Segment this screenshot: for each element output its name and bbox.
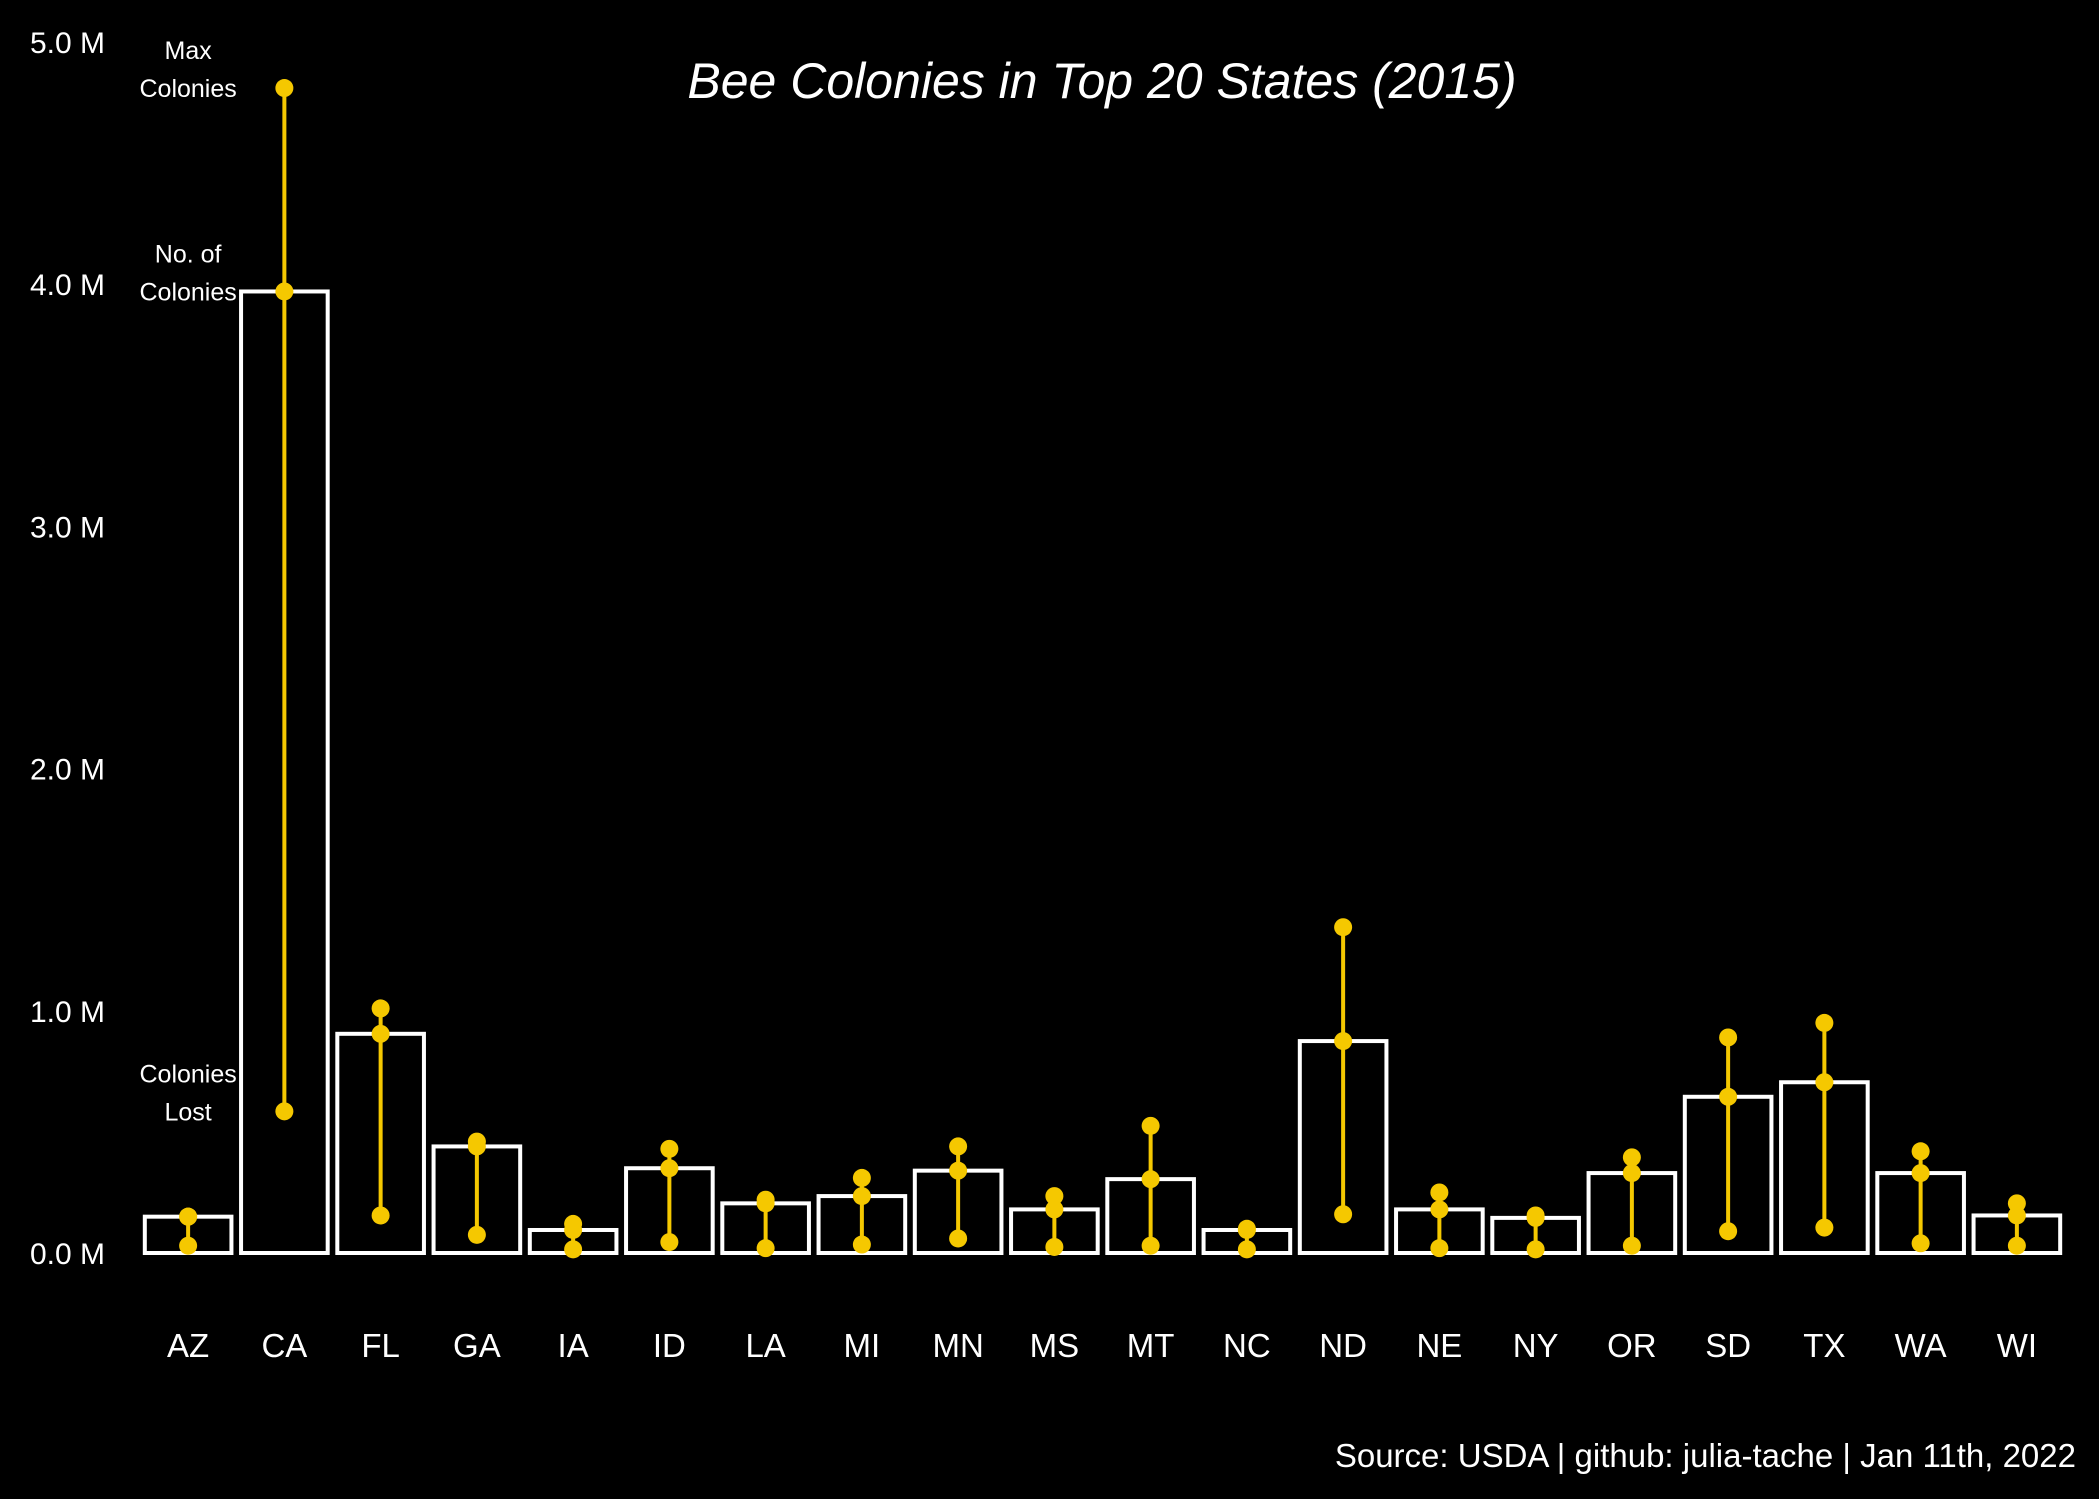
chart-caption: Source: USDA | github: julia-tache | Jan…	[1335, 1437, 2076, 1474]
x-tick-label: ID	[653, 1327, 686, 1364]
point-max-nd	[1334, 918, 1353, 937]
point-max-ne	[1430, 1183, 1449, 1202]
point-lost-ne	[1430, 1239, 1449, 1258]
annotation-label: Max	[165, 37, 213, 65]
y-tick-label: 3.0 M	[30, 511, 105, 544]
point-colonies-tx	[1815, 1073, 1834, 1092]
point-lost-nd	[1334, 1205, 1353, 1224]
x-tick-label: ND	[1319, 1327, 1367, 1364]
point-lost-wi	[2007, 1236, 2026, 1255]
point-colonies-mt	[1141, 1170, 1160, 1189]
points-layer	[179, 79, 2026, 1259]
x-tick-label: TX	[1803, 1327, 1845, 1364]
y-tick-label: 2.0 M	[30, 754, 105, 787]
point-colonies-mn	[949, 1161, 968, 1180]
point-colonies-ms	[1045, 1200, 1064, 1219]
x-tick-label: MT	[1127, 1327, 1175, 1364]
point-colonies-nc	[1237, 1220, 1256, 1239]
point-lost-ms	[1045, 1237, 1064, 1256]
point-max-ca	[275, 79, 294, 98]
point-max-ms	[1045, 1187, 1064, 1206]
point-lost-az	[179, 1236, 198, 1255]
annotation-label: Colonies	[139, 1060, 236, 1088]
point-max-mt	[1141, 1116, 1160, 1135]
point-max-mi	[852, 1168, 871, 1187]
point-lost-tx	[1815, 1218, 1834, 1237]
x-tick-label: LA	[745, 1327, 785, 1364]
point-max-fl	[371, 999, 390, 1018]
point-lost-sd	[1719, 1222, 1738, 1241]
annotation-label: No. of	[155, 240, 222, 268]
x-tick-label: GA	[453, 1327, 501, 1364]
x-axis: AZ CA FL GA IA ID LA MI MN MS MT NC ND NE NY OR SD TX WA WI	[167, 1327, 2037, 1364]
point-colonies-ne	[1430, 1200, 1449, 1219]
chart-title: Bee Colonies in Top 20 States (2015)	[687, 53, 1516, 109]
y-tick-label: 5.0 M	[30, 27, 105, 60]
point-colonies-ny	[1526, 1208, 1545, 1227]
annotation-label: Lost	[164, 1098, 211, 1126]
x-tick-label: NE	[1416, 1327, 1462, 1364]
point-colonies-ia	[564, 1220, 583, 1239]
point-lost-wa	[1911, 1234, 1930, 1253]
x-tick-label: MS	[1030, 1327, 1080, 1364]
y-tick-label: 4.0 M	[30, 269, 105, 302]
x-tick-label: WA	[1895, 1327, 1947, 1364]
point-colonies-sd	[1719, 1087, 1738, 1106]
x-tick-label: CA	[261, 1327, 307, 1364]
point-max-id	[660, 1139, 679, 1158]
point-lost-ca	[275, 1102, 294, 1121]
point-colonies-fl	[371, 1024, 390, 1043]
point-colonies-la	[756, 1194, 775, 1213]
point-max-sd	[1719, 1028, 1738, 1047]
point-lost-mn	[949, 1229, 968, 1248]
point-max-mn	[949, 1137, 968, 1156]
point-colonies-ca	[275, 282, 294, 301]
y-tick-label: 0.0 M	[30, 1238, 105, 1271]
point-colonies-mi	[852, 1187, 871, 1206]
point-lost-ia	[564, 1240, 583, 1259]
point-lost-mi	[852, 1235, 871, 1254]
annotation-label: Colonies	[139, 278, 236, 306]
x-tick-label: MI	[844, 1327, 881, 1364]
x-tick-label: AZ	[167, 1327, 209, 1364]
y-axis: 0.0 M 1.0 M 2.0 M 3.0 M 4.0 M 5.0 M	[30, 27, 105, 1271]
point-lost-nc	[1237, 1240, 1256, 1259]
point-max-or	[1622, 1148, 1641, 1167]
point-colonies-az	[179, 1207, 198, 1226]
point-colonies-or	[1622, 1164, 1641, 1183]
point-colonies-id	[660, 1159, 679, 1178]
point-colonies-nd	[1334, 1032, 1353, 1051]
x-tick-label: SD	[1705, 1327, 1751, 1364]
point-lost-fl	[371, 1206, 390, 1225]
point-lost-id	[660, 1233, 679, 1252]
y-tick-label: 1.0 M	[30, 996, 105, 1029]
annotations-layer: Max Colonies No. of Colonies Colonies Lost	[139, 37, 236, 1126]
point-lost-ga	[467, 1225, 486, 1244]
x-tick-label: FL	[361, 1327, 400, 1364]
x-tick-label: MN	[932, 1327, 983, 1364]
point-lost-or	[1622, 1236, 1641, 1255]
x-tick-label: WI	[1997, 1327, 2037, 1364]
point-colonies-wa	[1911, 1164, 1930, 1183]
point-lost-la	[756, 1239, 775, 1258]
annotation-label: Colonies	[139, 75, 236, 103]
x-tick-label: IA	[558, 1327, 589, 1364]
x-tick-label: NY	[1513, 1327, 1559, 1364]
point-max-tx	[1815, 1013, 1834, 1032]
point-max-wa	[1911, 1142, 1930, 1161]
point-lost-ny	[1526, 1240, 1545, 1259]
x-tick-label: NC	[1223, 1327, 1271, 1364]
point-lost-mt	[1141, 1236, 1160, 1255]
point-colonies-ga	[467, 1137, 486, 1156]
x-tick-label: OR	[1607, 1327, 1657, 1364]
point-colonies-wi	[2007, 1206, 2026, 1225]
